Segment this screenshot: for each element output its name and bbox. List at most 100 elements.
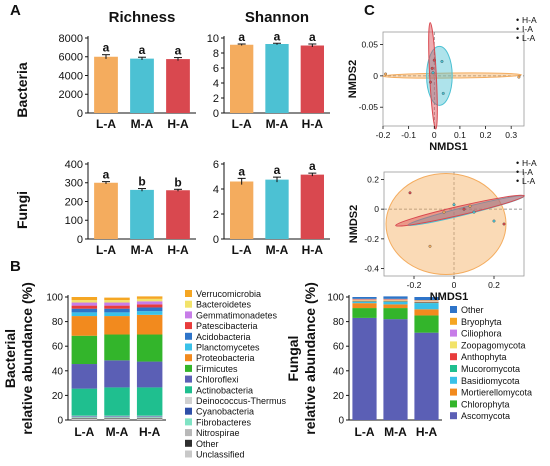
x-tick-label: 0.2 [480,130,492,140]
x-tick-label: H-A [302,117,324,131]
x-tick-label: -0.2 [407,280,422,290]
stack-segment-Fibrobacteres [71,416,98,418]
legend-label: Chloroflexi [196,375,239,385]
legend-label: Chlorophyta [461,399,510,409]
stack-segment-Chlorophyta [352,308,377,318]
legend-label: Basidiomycota [461,376,520,386]
legend-label: Other [461,305,484,315]
bac_stack-legend: VerrucomicrobiaBacteroidetesGemmatimonad… [185,289,287,460]
legend-swatch [185,290,192,297]
legend-label: Nitrospirae [196,428,240,438]
legend-label: Acidobacteria [196,332,251,342]
legend-marker: • [516,15,519,25]
y-tick-label: 0 [373,71,378,81]
legend-label: Unclassified [196,450,245,460]
x-tick-label: 0.3 [505,130,517,140]
legend-swatch [185,332,192,340]
fun_nmds-legend: • H-A• I-A• L-A [516,158,537,186]
stack-segment-Planctomycetes [104,312,130,317]
x-tick-label: 0.2 [488,280,500,290]
y-tick-label: 300 [65,178,83,190]
stack-segment-Bryophyta [383,298,408,300]
legend-marker: • [516,158,519,168]
x-tick-label: 0.1 [454,130,466,140]
legend-swatch [185,397,192,404]
x-tick-label: H-A [416,425,438,439]
y-axis-title-line2: relative abundance (%) [19,282,35,435]
legend-swatch [185,386,192,394]
bar-H-A [166,190,190,239]
bar-L-A [230,181,254,239]
legend-label: Zoopagomycota [461,340,526,350]
bac_rich-y-axis: 0 2000 4000 6000 8000 [59,33,89,120]
legend-label: Planctomycetes [196,343,260,353]
legend-swatch [185,364,192,372]
bac_shan-y-axis: 0 2 4 6 8 10 [207,33,225,120]
stack-segment-Ciliophora [414,300,439,302]
fun_stack-chart: L-A M-A H-A Fungal relative abundance (%) [285,282,442,439]
fun_shan-y-axis: 0 2 4 6 [213,159,225,246]
legend-swatch [450,341,457,349]
point-I-A [472,210,476,214]
y-axis-title: NMDS2 [347,60,359,99]
point-L-A [462,207,466,211]
legend-label: I-A [522,24,533,34]
stack-segment-Other [136,418,163,419]
x-axis-title: NMDS1 [430,291,469,303]
stack-segment-Gemmatimonadetes [104,302,130,306]
row-label-fungi: Fungi [14,191,30,229]
stack-segment-Patescibacteria [71,305,98,309]
stack-segment-Deinococcus-Thermus [71,415,98,417]
y-axis-title-line2: relative abundance (%) [302,282,318,435]
significance-letter: a [309,30,316,44]
y-tick-label: -0.05 [359,102,379,112]
fun_shan-chart: a L-A a M-A a H-A [224,159,330,257]
legend-label: Verrucomicrobia [196,289,261,299]
stack-segment-Deinococcus-Thermus [136,415,163,417]
legend-swatch [450,412,457,420]
x-tick-label: M-A [106,425,129,439]
bar-H-A [300,45,324,113]
stack-segment-Planctomycetes [136,311,163,315]
legend-label: Bacteroidetes [196,300,252,310]
legend-swatch [185,300,192,308]
stack-segment-Chlorophyta [414,315,439,333]
x-tick-label: L-A [232,243,252,257]
bac_rich-chart: Richness a L-A a M-A a H-A [88,9,196,131]
y-tick-label: 0 [77,108,83,120]
y-tick-label: 400 [65,159,83,171]
stack-segment-Chlorophyta [383,308,408,320]
plot-frame [382,31,525,127]
stack-segment-Other [352,297,377,299]
bac_nmds-legend: • H-A• I-A• L-A [516,15,537,43]
y-tick-label: 4 [213,78,219,90]
stack-segment-Fibrobacteres [136,416,163,418]
bac_stack-chart: L-A M-A H-A Bacterial relative abundance (%) [2,282,166,439]
stack-segment-Proteobacteria [104,316,130,335]
panel-label-c: C [364,2,375,19]
y-tick-label: 0 [374,204,379,214]
stack-segment-Cyanobacteria [136,416,163,417]
legend-swatch [450,376,457,384]
panel-label-a: A [10,2,21,19]
stack-segment-Bryophyta [414,300,439,301]
stack-segment-Chloroflexi [104,360,130,388]
point-H-A [384,72,388,76]
legend-label: Actinobacteria [196,385,253,395]
y-tick-label: 60 [52,342,64,353]
legend-swatch [185,439,192,447]
stack-segment-Bacteroidetes [71,300,98,303]
stack-segment-Bacteroidetes [136,298,163,302]
legend-swatch [185,375,192,383]
x-tick-label: H-A [139,425,161,439]
legend-label: Ascomycota [461,411,510,421]
legend-label: L-A [522,33,536,43]
legend-marker: • [516,167,519,177]
stack-segment-Other [414,297,439,301]
y-tick-label: 6000 [59,52,83,64]
significance-letter: a [103,41,110,55]
point-H-A [468,204,472,208]
bar-L-A [230,44,254,113]
stack-segment-Zoopagomycota [383,300,408,301]
significance-letter: b [138,175,145,189]
